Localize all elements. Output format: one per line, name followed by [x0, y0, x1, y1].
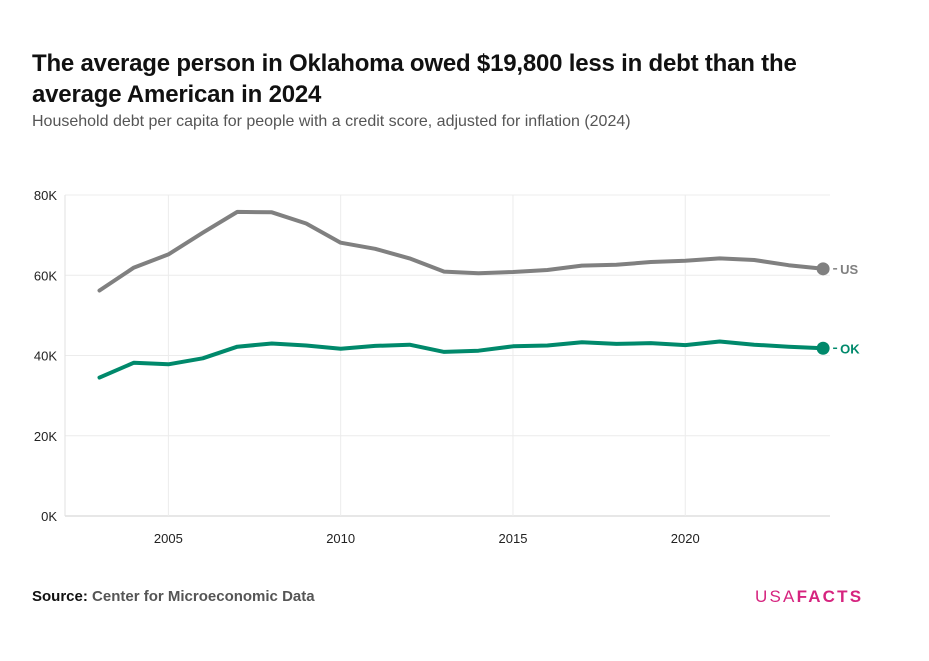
logo-text-usa: USA [755, 587, 797, 606]
x-tick-label: 2020 [671, 531, 700, 546]
y-tick-label: 20K [34, 429, 57, 444]
x-tick-label: 2005 [154, 531, 183, 546]
series-line-ok [97, 339, 826, 380]
chart-title: The average person in Oklahoma owed $19,… [32, 50, 797, 108]
series-group: US OK [97, 209, 860, 380]
y-tick-label: 0K [41, 509, 57, 524]
y-axis-ticks: 0K 20K 40K 60K 80K [34, 188, 57, 524]
end-point-ok [816, 341, 830, 355]
logo-text-facts: FACTS [796, 587, 864, 606]
usafacts-logo: USAFACTS [755, 587, 863, 607]
x-axis-ticks: 2005 2010 2015 2020 [154, 531, 700, 546]
y-tick-label: 40K [34, 349, 57, 364]
series-label-ok: OK [840, 341, 860, 356]
source-value: Center for Microeconomic Data [92, 588, 315, 605]
series-line-us [97, 209, 826, 293]
series-label-us: US [840, 262, 858, 277]
x-tick-label: 2010 [326, 531, 355, 546]
x-tick-label: 2015 [499, 531, 528, 546]
source-note: Source: Center for Microeconomic Data [32, 588, 315, 605]
grid-lines [64, 194, 830, 517]
source-label: Source: [32, 588, 88, 605]
end-point-us [816, 262, 830, 276]
chart-subtitle: Household debt per capita for people wit… [32, 113, 631, 130]
y-tick-label: 80K [34, 188, 57, 203]
y-tick-label: 60K [34, 268, 57, 283]
